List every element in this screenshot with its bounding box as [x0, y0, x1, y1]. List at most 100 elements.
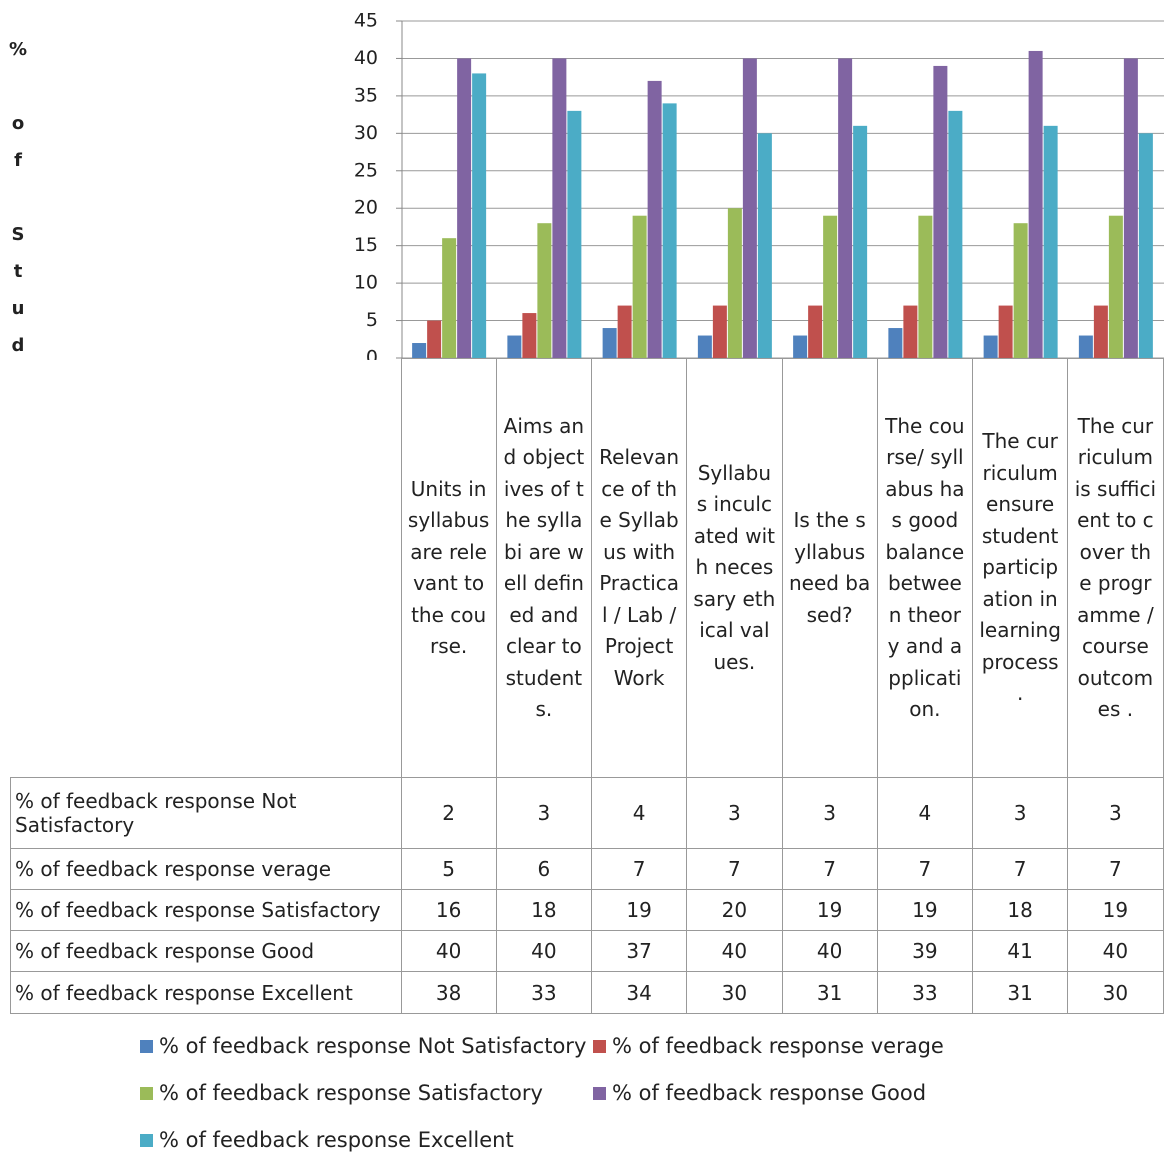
row-header: % of feedback response Excellent: [10, 971, 402, 1014]
bar: [727, 208, 742, 358]
row-header: % of feedback response verage: [10, 848, 402, 890]
y-tick-label: 25: [354, 159, 378, 181]
category-label: Is the syllabus need based?: [781, 358, 878, 778]
bar: [442, 238, 457, 358]
table-value: 40: [686, 930, 783, 972]
y-tick-label: 15: [354, 234, 378, 256]
table-value: 31: [971, 971, 1069, 1014]
table-value: 33: [876, 971, 974, 1014]
legend-item: % of feedback response Good: [593, 1081, 926, 1105]
table-row: % of feedback response Good 40 40 37 40 40 39 4…: [10, 930, 1164, 972]
table-value: 3: [1067, 777, 1164, 849]
bar: [662, 103, 677, 358]
bar: [998, 305, 1013, 358]
bar: [412, 343, 427, 358]
table-value: 4: [876, 777, 974, 849]
legend-swatch: [593, 1039, 606, 1053]
row-header: % of feedback response Satisfactory: [10, 889, 402, 931]
legend-label: % of feedback response Good: [612, 1081, 927, 1105]
table-value: 7: [781, 848, 878, 890]
bar: [983, 335, 998, 358]
bar: [888, 328, 903, 358]
category-label: Syllabus inculcated with necessary ethic…: [686, 358, 783, 778]
table-value: 40: [1067, 930, 1164, 972]
table-value: 3: [971, 777, 1069, 849]
table-value: 40: [400, 930, 497, 972]
legend-label: % of feedback response Satisfactory: [159, 1081, 543, 1105]
table-value: 5: [400, 848, 497, 890]
bar: [933, 65, 948, 358]
bar: [602, 328, 617, 358]
y-tick-label: 40: [354, 47, 378, 69]
category-label: Aims and objectives of the syllabi are w…: [495, 358, 593, 778]
table-value: 18: [971, 889, 1069, 931]
table-value: 20: [686, 889, 783, 931]
bar: [793, 335, 808, 358]
bar: [522, 313, 537, 358]
bar: [427, 320, 442, 358]
legend-label: % of feedback response verage: [612, 1034, 944, 1058]
bar: [757, 133, 772, 358]
table-value: 19: [876, 889, 974, 931]
bar: [918, 215, 933, 358]
category-label: The curriculum ensure student participat…: [971, 358, 1069, 778]
legend-item: % of feedback response verage: [593, 1034, 944, 1058]
bar: [632, 215, 647, 358]
table-value: 7: [971, 848, 1069, 890]
table-row: % of feedback response Not Satisfactory 2…: [10, 777, 1164, 849]
bar: [712, 305, 727, 358]
corner-cell: [10, 358, 402, 778]
table-value: 31: [781, 971, 878, 1014]
table-value: 19: [1067, 889, 1164, 931]
bar: [903, 305, 918, 358]
bar: [697, 335, 712, 358]
bar: [853, 125, 868, 358]
table-value: 3: [495, 777, 593, 849]
bar: [823, 215, 838, 358]
table-value: 40: [781, 930, 878, 972]
table-value: 30: [1067, 971, 1164, 1014]
category-label: Relevance of the Syllabus with Practical…: [590, 358, 688, 778]
chart: % of Students 0 5 10 15 20 25 30 35 40 45: [9, 10, 1164, 361]
legend-label: % of feedback response Excellent: [159, 1128, 514, 1152]
y-tick-label: 45: [354, 10, 378, 32]
category-label: The curriculum is sufficient to cover th…: [1067, 358, 1164, 778]
table-value: 18: [495, 889, 593, 931]
y-tick-label: 10: [354, 272, 378, 294]
row-header: % of feedback response Good: [10, 930, 402, 972]
bar: [472, 73, 487, 358]
bar: [1013, 223, 1028, 358]
table-value: 41: [971, 930, 1069, 972]
table-value: 19: [590, 889, 688, 931]
category-label: Units in syllabus are relevant to the co…: [400, 358, 497, 778]
bar: [1108, 215, 1123, 358]
table-value: 39: [876, 930, 974, 972]
bar: [808, 305, 823, 358]
bar: [1123, 58, 1138, 358]
table-row: % of feedback response Excellent 38 33 34 30…: [10, 971, 1164, 1014]
bar: [838, 58, 853, 358]
bar: [552, 58, 567, 358]
y-tick-label: 20: [354, 197, 378, 219]
table-value: 6: [495, 848, 593, 890]
table-row: % of feedback response Satisfactory 16 18 1…: [10, 889, 1164, 931]
bar: [507, 335, 522, 358]
table-value: 38: [400, 971, 497, 1014]
bar: [537, 223, 552, 358]
y-tick-label: 5: [366, 309, 378, 331]
row-header: % of feedback response Not Satisfactory: [10, 777, 402, 849]
table-value: 4: [590, 777, 688, 849]
y-tick-label: 0: [366, 347, 378, 361]
table-value: 30: [686, 971, 783, 1014]
table-value: 37: [590, 930, 688, 972]
table-value: 16: [400, 889, 497, 931]
data-table: Units in syllabus are relevant to the co…: [10, 358, 1164, 1014]
bar: [1138, 133, 1153, 358]
table-value: 7: [590, 848, 688, 890]
legend-swatch: [593, 1086, 606, 1100]
table-value: 19: [781, 889, 878, 931]
legend-label: % of feedback response Not Satisfactory: [159, 1034, 587, 1058]
bar: [1078, 335, 1093, 358]
bar: [647, 80, 662, 359]
